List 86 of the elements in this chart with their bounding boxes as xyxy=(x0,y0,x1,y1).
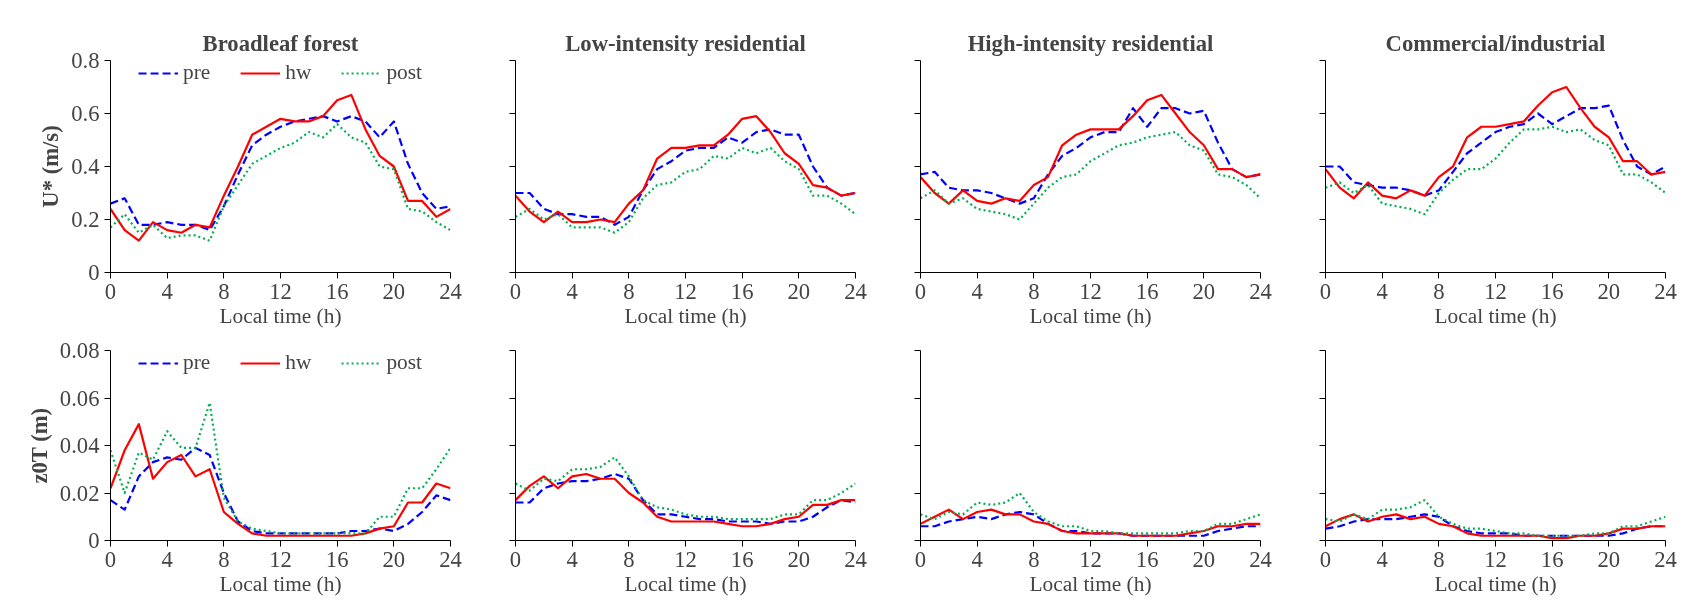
x-tick-label: 4 xyxy=(566,278,578,304)
chart-title: High-intensity residential xyxy=(967,30,1214,56)
x-tick-label: 12 xyxy=(674,278,697,304)
legend-label: post xyxy=(386,350,422,375)
x-tick-label: 0 xyxy=(1319,546,1332,572)
y-tick-label: 0.8 xyxy=(71,48,100,73)
y-tick-label: 0.08 xyxy=(59,338,100,363)
x-tick-label: 16 xyxy=(1135,546,1159,572)
x-tick-label: 20 xyxy=(1597,546,1621,572)
x-tick-label: 0 xyxy=(914,278,927,304)
x-tick-label: 16 xyxy=(730,278,754,304)
x-tick-label: 20 xyxy=(787,546,811,572)
x-tick-label: 0 xyxy=(914,546,927,572)
x-tick-label: 4 xyxy=(566,546,578,572)
x-tick-label: 16 xyxy=(325,278,349,304)
x-tick-label: 12 xyxy=(269,546,292,572)
x-tick-label: 4 xyxy=(161,278,173,304)
x-tick-label: 16 xyxy=(1540,278,1564,304)
x-tick-label: 8 xyxy=(623,278,635,304)
x-tick-label: 24 xyxy=(439,546,462,572)
x-tick-label: 24 xyxy=(1654,278,1677,304)
x-tick-label: 4 xyxy=(161,546,173,572)
chart-title: Low-intensity residential xyxy=(565,30,806,56)
x-tick-label: 8 xyxy=(1028,278,1040,304)
y-tick-label: 0.02 xyxy=(59,480,100,506)
x-axis-title: Local time (h) xyxy=(219,303,342,328)
x-tick-label: 4 xyxy=(1376,278,1388,304)
x-axis-title: Local time (h) xyxy=(219,571,342,596)
x-tick-label: 12 xyxy=(269,278,292,304)
x-axis-title: Local time (h) xyxy=(1434,303,1557,328)
x-tick-label: 8 xyxy=(218,278,230,304)
legend-label: pre xyxy=(183,60,211,85)
chart-title: Broadleaf forest xyxy=(202,30,359,56)
x-tick-label: 20 xyxy=(1192,546,1216,572)
x-tick-label: 20 xyxy=(382,546,406,572)
y-axis-title: U* (m/s) xyxy=(38,125,64,208)
x-tick-label: 16 xyxy=(1135,278,1159,304)
y-tick-label: 0 xyxy=(88,260,100,285)
x-tick-label: 20 xyxy=(1192,278,1216,304)
x-tick-label: 24 xyxy=(439,278,462,304)
x-axis-title: Local time (h) xyxy=(1029,571,1152,596)
x-tick-label: 0 xyxy=(509,546,522,572)
legend-label: post xyxy=(386,60,422,85)
x-axis-title: Local time (h) xyxy=(1434,571,1557,596)
x-tick-label: 12 xyxy=(1079,546,1102,572)
x-tick-label: 0 xyxy=(104,278,117,304)
x-tick-label: 12 xyxy=(1484,546,1507,572)
x-tick-label: 20 xyxy=(382,278,406,304)
x-tick-label: 0 xyxy=(509,278,522,304)
x-tick-label: 0 xyxy=(1319,278,1332,304)
y-tick-label: 0.2 xyxy=(71,207,100,232)
chart-title: Commercial/industrial xyxy=(1385,30,1606,56)
x-tick-label: 16 xyxy=(730,546,754,572)
x-tick-label: 16 xyxy=(1540,546,1564,572)
x-tick-label: 16 xyxy=(325,546,349,572)
legend-label: pre xyxy=(183,350,211,375)
y-tick-label: 0.06 xyxy=(59,385,100,411)
x-tick-label: 4 xyxy=(971,546,983,572)
y-tick-label: 0 xyxy=(88,528,100,553)
x-tick-label: 24 xyxy=(844,278,867,304)
x-tick-label: 0 xyxy=(104,546,117,572)
legend-label: hw xyxy=(285,60,312,85)
legend-label: hw xyxy=(285,350,312,375)
x-tick-label: 4 xyxy=(1376,546,1388,572)
y-tick-label: 0.6 xyxy=(71,101,100,126)
x-tick-label: 12 xyxy=(1079,278,1102,304)
x-tick-label: 8 xyxy=(1433,278,1445,304)
x-axis-title: Local time (h) xyxy=(624,571,747,596)
x-axis-title: Local time (h) xyxy=(624,303,747,328)
x-tick-label: 8 xyxy=(218,546,230,572)
y-tick-label: 0.4 xyxy=(71,154,100,179)
x-tick-label: 24 xyxy=(1654,546,1677,572)
x-tick-label: 4 xyxy=(971,278,983,304)
y-axis-title: z0T (m) xyxy=(26,407,52,484)
y-tick-label: 0.04 xyxy=(59,433,100,458)
x-tick-label: 24 xyxy=(844,546,867,572)
x-tick-label: 20 xyxy=(1597,278,1621,304)
x-tick-label: 8 xyxy=(1028,546,1040,572)
x-tick-label: 8 xyxy=(1433,546,1445,572)
x-axis-title: Local time (h) xyxy=(1029,303,1152,328)
x-tick-label: 24 xyxy=(1249,546,1272,572)
x-tick-label: 24 xyxy=(1249,278,1272,304)
x-tick-label: 8 xyxy=(623,546,635,572)
x-tick-label: 12 xyxy=(1484,278,1507,304)
x-tick-label: 12 xyxy=(674,546,697,572)
x-tick-label: 20 xyxy=(787,278,811,304)
